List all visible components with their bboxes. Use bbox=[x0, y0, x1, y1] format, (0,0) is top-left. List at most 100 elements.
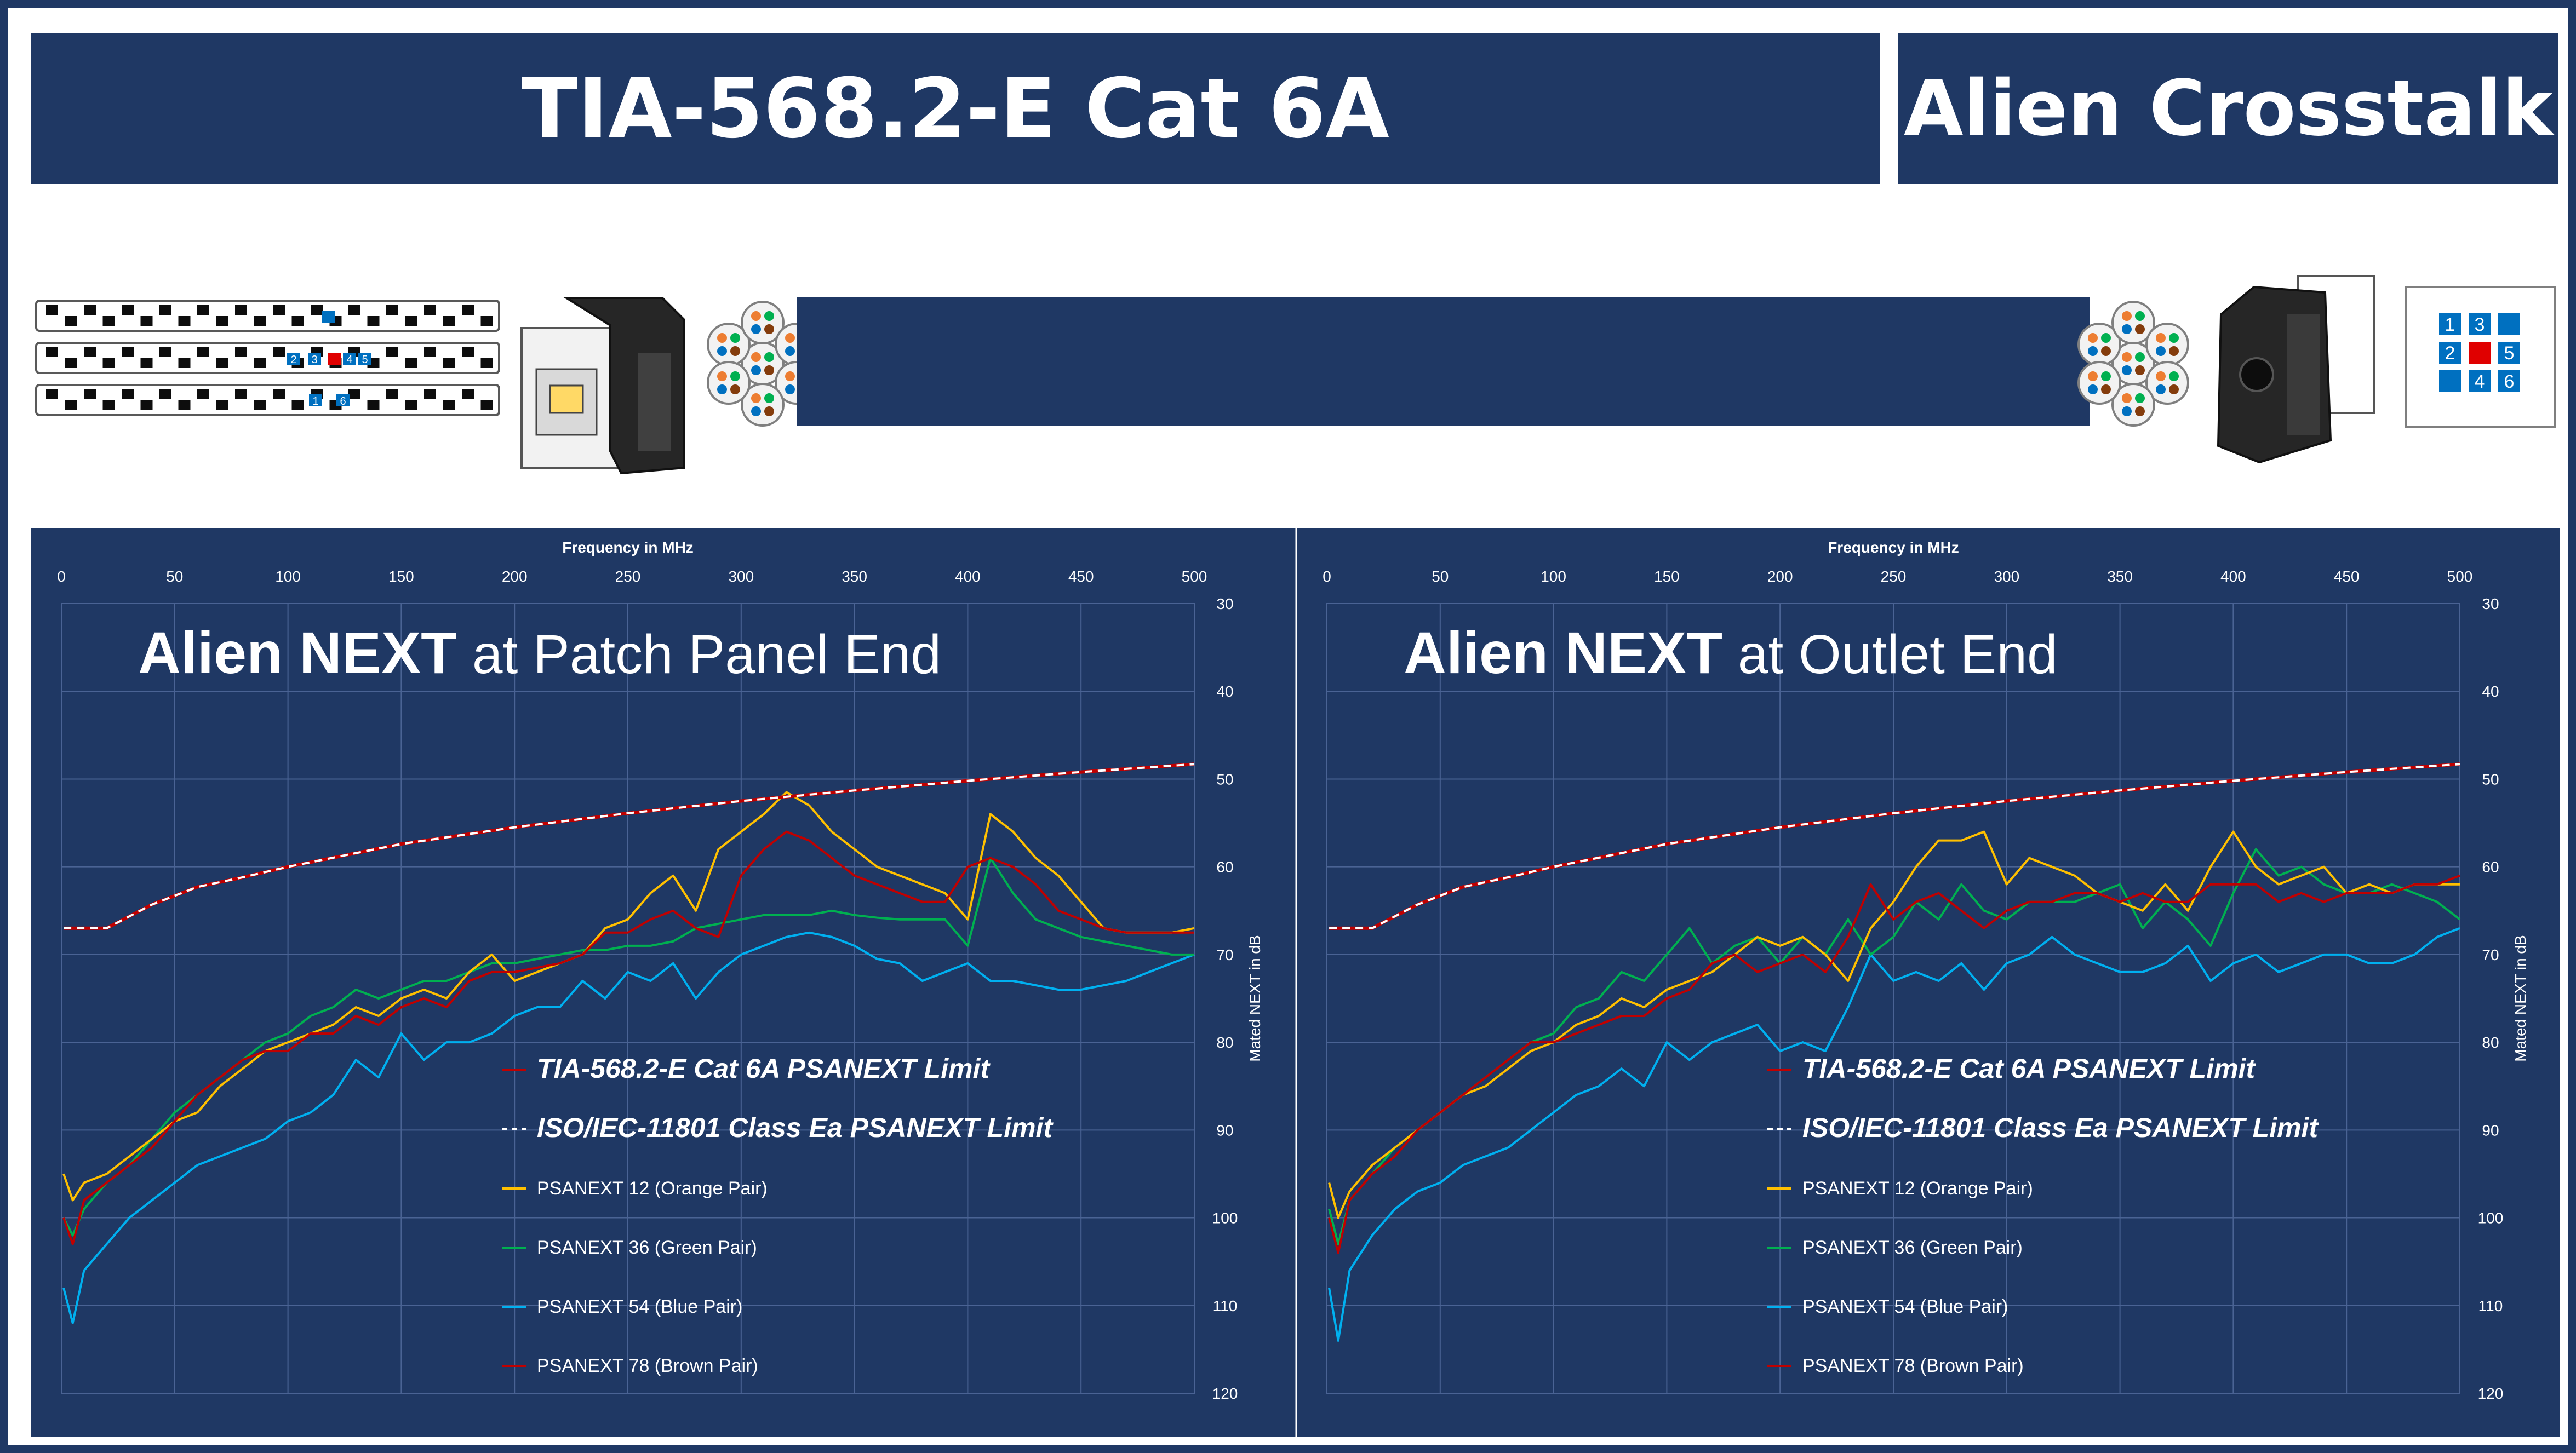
conductor-pair bbox=[2156, 346, 2166, 356]
faceplate-port bbox=[2439, 313, 2461, 335]
panel-port bbox=[102, 316, 115, 326]
conductor-pair bbox=[2135, 365, 2145, 375]
panel-port bbox=[216, 400, 228, 410]
highlighted-port bbox=[287, 353, 300, 365]
x-tick-label: 350 bbox=[842, 568, 867, 585]
x-tick-label: 300 bbox=[728, 568, 754, 585]
legend-label-green: PSANEXT 36 (Green Pair) bbox=[537, 1237, 757, 1258]
series-line-orange bbox=[62, 791, 1195, 1202]
cable-cross-section bbox=[2145, 361, 2189, 405]
panel-port bbox=[84, 347, 96, 357]
conductor-pair bbox=[2156, 384, 2166, 394]
panel-port bbox=[159, 389, 171, 399]
series-line-brown bbox=[1328, 874, 2460, 1254]
conductor-pair bbox=[2122, 406, 2132, 416]
conductor-pair bbox=[2101, 333, 2111, 343]
panel-port bbox=[291, 316, 304, 326]
highlighted-port bbox=[309, 394, 322, 406]
x-axis-title: Frequency in MHz bbox=[562, 539, 694, 556]
panel-port bbox=[140, 316, 153, 326]
cable-cross-section bbox=[2077, 361, 2121, 405]
highlighted-port bbox=[343, 353, 356, 365]
x-tick-label: 400 bbox=[955, 568, 981, 585]
conductor-pair bbox=[2156, 371, 2166, 381]
panel-port bbox=[386, 389, 398, 399]
conductor-pair bbox=[2135, 406, 2145, 416]
panel-port bbox=[367, 400, 380, 410]
series-line-iso bbox=[64, 763, 1195, 929]
conductor-pair bbox=[2122, 311, 2132, 321]
x-tick-label: 0 bbox=[57, 568, 66, 585]
port-number: 2 bbox=[290, 354, 296, 366]
conductor-pair bbox=[2122, 324, 2132, 334]
panel-port bbox=[84, 389, 96, 399]
panel-port bbox=[102, 400, 115, 410]
x-tick-label: 100 bbox=[275, 568, 301, 585]
y-axis-title: Mated NEXT in dB bbox=[2512, 935, 2529, 1061]
panel-port bbox=[65, 358, 77, 368]
panel-port bbox=[367, 316, 380, 326]
conductor-pair bbox=[785, 346, 795, 356]
cable-cross-section bbox=[2111, 383, 2155, 427]
conductor-pair bbox=[785, 371, 795, 381]
panel-port bbox=[197, 305, 209, 315]
port-number: 3 bbox=[311, 354, 317, 366]
panel-port bbox=[443, 316, 455, 326]
cable-body bbox=[797, 297, 2090, 426]
panel-port bbox=[480, 358, 493, 368]
highlighted-port bbox=[322, 311, 335, 323]
panel-port bbox=[46, 305, 58, 315]
conductor-pair bbox=[730, 333, 740, 343]
faceplate-port-number: 2 bbox=[2445, 343, 2455, 364]
conductor-pair bbox=[751, 393, 761, 403]
panel-port bbox=[178, 358, 191, 368]
port-number: 4 bbox=[346, 354, 352, 366]
conductor-pair bbox=[2169, 346, 2179, 356]
conductor-pair bbox=[717, 333, 727, 343]
panel-port bbox=[140, 358, 153, 368]
x-axis-title: Frequency in MHz bbox=[1828, 539, 1959, 556]
conductor-pair bbox=[764, 352, 774, 362]
faceplate-port bbox=[2498, 313, 2520, 335]
panel-port bbox=[178, 316, 191, 326]
panel-port bbox=[405, 400, 417, 410]
conductor-pair bbox=[764, 365, 774, 375]
conductor-pair bbox=[2135, 352, 2145, 362]
panel-port bbox=[235, 389, 247, 399]
y-tick-label: 70 bbox=[2482, 946, 2499, 963]
x-tick-label: 450 bbox=[1068, 568, 1094, 585]
panel-port bbox=[46, 347, 58, 357]
conductor-pair bbox=[730, 384, 740, 394]
port-number: 1 bbox=[312, 395, 318, 407]
y-tick-label: 110 bbox=[1213, 1297, 1238, 1314]
conductor-pair bbox=[2122, 352, 2132, 362]
page-title: TIA-568.2-E Cat 6A bbox=[31, 33, 1880, 184]
port-number: 6 bbox=[340, 395, 346, 407]
chart-title-bold: Alien NEXT bbox=[138, 619, 457, 686]
panel-port bbox=[197, 347, 209, 357]
conductor-pair bbox=[764, 406, 774, 416]
legend-label-tia: TIA-568.2-E Cat 6A PSANEXT Limit bbox=[1802, 1053, 2256, 1084]
panel-port bbox=[462, 347, 474, 357]
panel-port bbox=[46, 389, 58, 399]
conductor-pair bbox=[2122, 365, 2132, 375]
conductor-pair bbox=[2088, 384, 2098, 394]
panel-port bbox=[405, 316, 417, 326]
cable-bundle-right bbox=[2077, 301, 2189, 427]
chart-patch-panel-end: 0 50 100 150 200 250 300 350 400 450 500 30 40 50 60 70… bbox=[57, 539, 1263, 1402]
y-tick-label: 30 bbox=[2482, 595, 2499, 612]
y-tick-label: 30 bbox=[1216, 595, 1233, 612]
series-line-brown bbox=[62, 830, 1194, 1245]
panel-port bbox=[273, 347, 285, 357]
legend-label-blue: PSANEXT 54 (Blue Pair) bbox=[537, 1296, 742, 1317]
y-axis-title: Mated NEXT in dB bbox=[1246, 935, 1263, 1061]
legend-label-orange: PSANEXT 12 (Orange Pair) bbox=[1802, 1178, 2033, 1199]
x-tick-label: 100 bbox=[1541, 568, 1566, 585]
legend-label-blue: PSANEXT 54 (Blue Pair) bbox=[1802, 1296, 2008, 1317]
legend-label-brown: PSANEXT 78 (Brown Pair) bbox=[1802, 1356, 2024, 1376]
x-tick-label: 50 bbox=[166, 568, 183, 585]
panel-port bbox=[291, 400, 304, 410]
y-tick-label: 80 bbox=[2482, 1034, 2499, 1051]
chart-title-rest: at Patch Panel End bbox=[457, 624, 941, 685]
cable-cross-section bbox=[2145, 323, 2189, 366]
